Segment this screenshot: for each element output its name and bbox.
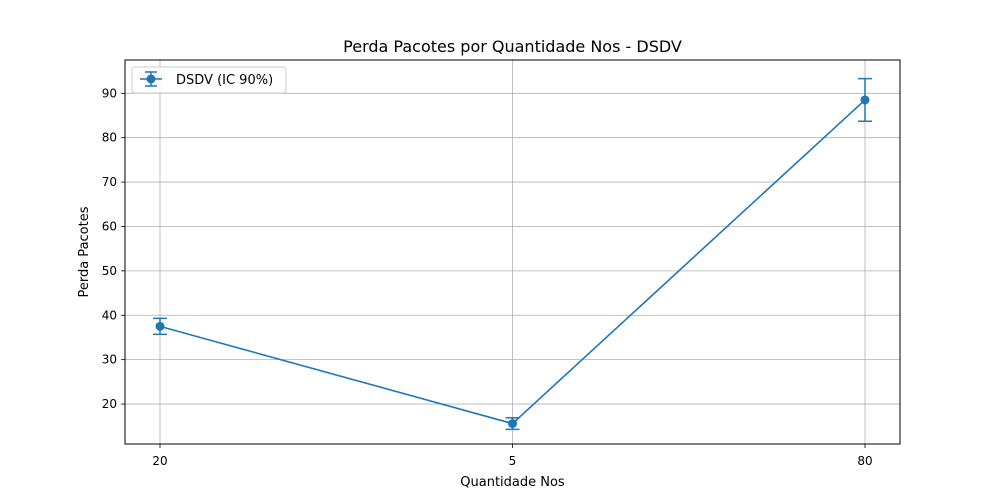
y-tick-label: 50 (102, 264, 117, 278)
y-tick-label: 70 (102, 175, 117, 189)
data-point (860, 95, 870, 105)
legend-entry: DSDV (IC 90%) (176, 73, 273, 88)
y-tick-label: 60 (102, 219, 117, 233)
data-point (508, 419, 517, 429)
x-axis-label: Quantidade Nos (460, 475, 565, 490)
x-tick-label: 5 (509, 454, 517, 468)
y-axis-label: Perda Pacotes (77, 206, 92, 297)
x-tick-label: 20 (152, 454, 167, 468)
y-tick-label: 80 (102, 131, 117, 145)
y-axis-ticks: 20 30 40 50 60 70 80 90 (102, 86, 125, 411)
legend: DSDV (IC 90%) (131, 66, 287, 94)
x-tick-label: 80 (857, 454, 872, 468)
chart-title: Perda Pacotes por Quantidade Nos - DSDV (343, 37, 682, 56)
y-tick-label: 40 (102, 308, 117, 322)
grid (125, 60, 900, 444)
series-layer (153, 77, 872, 431)
data-point (155, 321, 165, 331)
y-tick-label: 30 (102, 353, 117, 367)
y-tick-label: 20 (102, 397, 117, 411)
x-axis-ticks: 20 5 80 (152, 444, 873, 468)
legend-point-marker (146, 74, 156, 84)
legend-box (131, 66, 287, 94)
y-tick-label: 90 (102, 86, 117, 100)
